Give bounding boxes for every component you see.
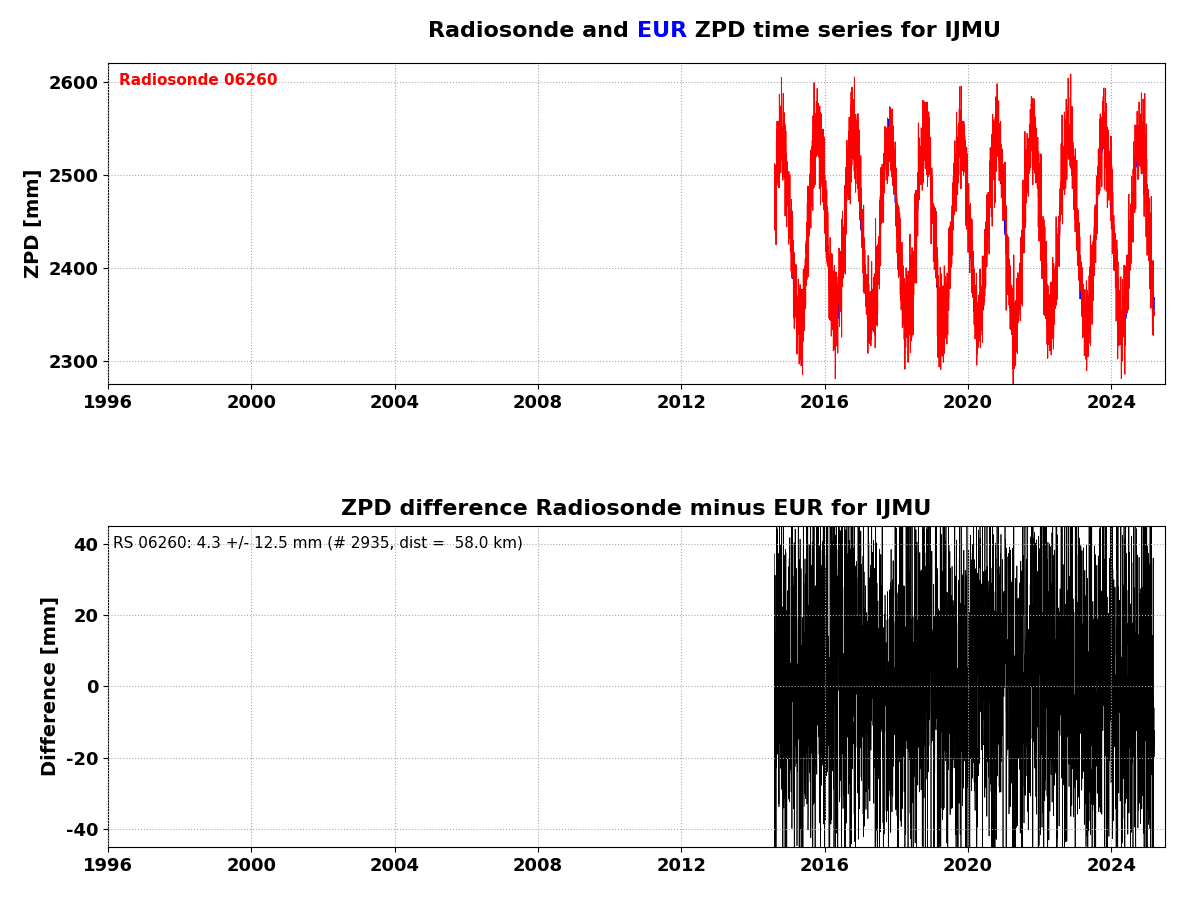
Text: RS 06260: 4.3 +/- 12.5 mm (# 2935, dist =  58.0 km): RS 06260: 4.3 +/- 12.5 mm (# 2935, dist … bbox=[113, 535, 524, 551]
Y-axis label: ZPD [mm]: ZPD [mm] bbox=[24, 169, 43, 278]
Text: EUR: EUR bbox=[637, 21, 687, 41]
Text: Radiosonde and: Radiosonde and bbox=[428, 21, 637, 41]
Y-axis label: Difference [mm]: Difference [mm] bbox=[41, 596, 60, 777]
Text: ZPD time series for IJMU: ZPD time series for IJMU bbox=[687, 21, 1000, 41]
Title: ZPD difference Radiosonde minus EUR for IJMU: ZPD difference Radiosonde minus EUR for … bbox=[341, 498, 932, 519]
Text: Radiosonde 06260: Radiosonde 06260 bbox=[119, 73, 277, 87]
